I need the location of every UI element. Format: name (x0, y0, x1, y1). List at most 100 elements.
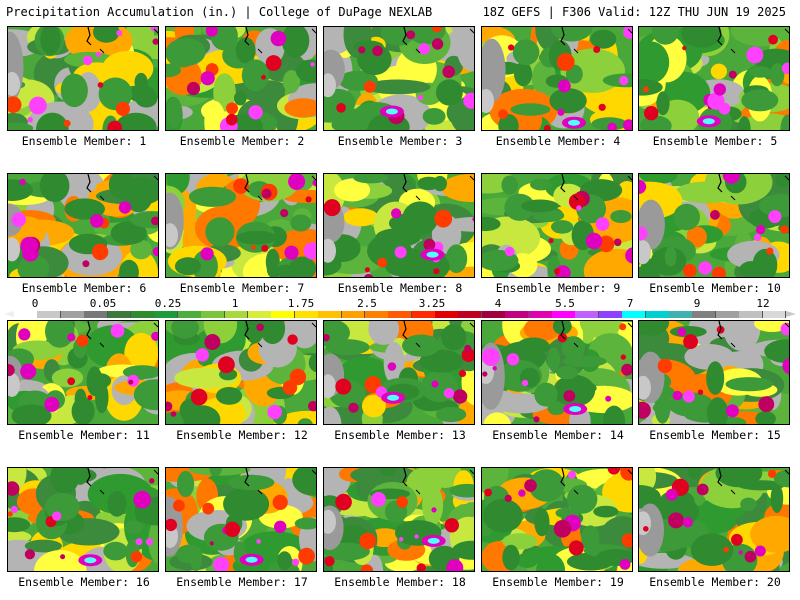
ensemble-panel: Ensemble Member: 6 (7, 173, 159, 298)
panel-caption: Ensemble Member: 19 (492, 575, 624, 589)
colorbar-swatch (341, 311, 366, 318)
panel-caption: Ensemble Member: 1 (21, 134, 147, 148)
ensemble-panel: Ensemble Member: 14 (481, 320, 633, 445)
colorbar-swatch (645, 311, 670, 318)
ensemble-panel: Ensemble Member: 17 (165, 467, 317, 592)
precip-map (165, 320, 317, 425)
colorbar-tick-label: 1.75 (287, 297, 315, 310)
ensemble-panel: Ensemble Member: 4 (481, 26, 633, 151)
colorbar-swatch (598, 311, 623, 318)
colorbar-swatch (411, 311, 436, 318)
colorbar-swatch (107, 311, 132, 318)
colorbar: 0 0.05 0.25 1 1.75 2.5 3.25 4 5.5 7 9 12 (0, 296, 800, 320)
colorbar-tick-label: 1 (231, 297, 239, 310)
colorbar-swatch (575, 311, 600, 318)
panel-caption: Ensemble Member: 17 (176, 575, 308, 589)
colorbar-tick-label: 12 (756, 297, 770, 310)
colorbar-tick-label: 4 (494, 297, 502, 310)
precip-map (165, 173, 317, 278)
ensemble-panel: Ensemble Member: 3 (323, 26, 475, 151)
colorbar-tick-label: 7 (626, 297, 634, 310)
ensemble-panel: Ensemble Member: 5 (638, 26, 790, 151)
colorbar-swatch (14, 311, 38, 318)
colorbar-swatch (130, 311, 155, 318)
precip-map (481, 467, 633, 572)
precip-map (638, 26, 790, 131)
panel-caption: Ensemble Member: 7 (179, 281, 305, 295)
panel-caption: Ensemble Member: 2 (179, 134, 305, 148)
colorbar-swatch (692, 311, 717, 318)
panel-caption: Ensemble Member: 13 (334, 428, 466, 442)
precip-map (323, 26, 475, 131)
ensemble-panel: Ensemble Member: 16 (7, 467, 159, 592)
colorbar-left-arrow (4, 311, 14, 317)
ensemble-panel: Ensemble Member: 18 (323, 467, 475, 592)
panel-caption: Ensemble Member: 10 (649, 281, 781, 295)
precip-map (638, 467, 790, 572)
colorbar-tick-label: 3.25 (418, 297, 446, 310)
header-title: Precipitation Accumulation (in.) | Colle… (6, 5, 433, 19)
precip-map (323, 173, 475, 278)
precip-map (638, 320, 790, 425)
ensemble-panel: Ensemble Member: 12 (165, 320, 317, 445)
ensemble-panel: Ensemble Member: 8 (323, 173, 475, 298)
panel-caption: Ensemble Member: 8 (337, 281, 463, 295)
colorbar-swatch (435, 311, 459, 318)
colorbar-swatch (271, 311, 296, 318)
colorbar-swatch (37, 311, 62, 318)
colorbar-right-arrow (786, 311, 796, 317)
colorbar-swatch (60, 311, 85, 318)
colorbar-tick-label: 0.05 (89, 297, 117, 310)
colorbar-swatch (201, 311, 226, 318)
colorbar-swatch (154, 311, 179, 318)
panel-caption: Ensemble Member: 20 (649, 575, 781, 589)
ensemble-panel: Ensemble Member: 19 (481, 467, 633, 592)
panel-caption: Ensemble Member: 12 (176, 428, 308, 442)
colorbar-swatch (224, 311, 249, 318)
colorbar-swatch (458, 311, 483, 318)
precip-map (481, 173, 633, 278)
precip-map (165, 467, 317, 572)
precip-map (7, 320, 159, 425)
ensemble-panel: Ensemble Member: 15 (638, 320, 790, 445)
precip-map (165, 26, 317, 131)
ensemble-panel: Ensemble Member: 11 (7, 320, 159, 445)
ensemble-panel: Ensemble Member: 1 (7, 26, 159, 151)
ensemble-panel: Ensemble Member: 20 (638, 467, 790, 592)
colorbar-swatch (388, 311, 413, 318)
precip-map (7, 173, 159, 278)
panel-caption: Ensemble Member: 14 (492, 428, 624, 442)
precip-map (323, 467, 475, 572)
colorbar-tick-label: 2.5 (357, 297, 377, 310)
colorbar-swatch (177, 311, 202, 318)
colorbar-tick-label: 5.5 (555, 297, 575, 310)
colorbar-swatch (84, 311, 109, 318)
colorbar-swatch (739, 311, 764, 318)
panel-caption: Ensemble Member: 15 (649, 428, 781, 442)
colorbar-swatch (247, 311, 272, 318)
panel-caption: Ensemble Member: 6 (21, 281, 147, 295)
precip-map (7, 467, 159, 572)
panel-caption: Ensemble Member: 18 (334, 575, 466, 589)
panel-caption: Ensemble Member: 16 (18, 575, 150, 589)
ensemble-panel: Ensemble Member: 10 (638, 173, 790, 298)
colorbar-swatch (528, 311, 553, 318)
colorbar-tick-label: 0.25 (154, 297, 182, 310)
colorbar-tick-label: 0 (31, 297, 39, 310)
header-valid-time: 18Z GEFS | F306 Valid: 12Z THU JUN 19 20… (482, 5, 786, 19)
colorbar-swatch (762, 311, 787, 318)
colorbar-swatch (318, 311, 342, 318)
colorbar-swatch (481, 311, 506, 318)
colorbar-swatch (622, 311, 647, 318)
precip-map (481, 26, 633, 131)
colorbar-tick-label: 9 (693, 297, 701, 310)
colorbar-strip (14, 311, 787, 318)
ensemble-panel: Ensemble Member: 13 (323, 320, 475, 445)
colorbar-swatch (364, 311, 389, 318)
panel-caption: Ensemble Member: 3 (337, 134, 463, 148)
precip-map (481, 320, 633, 425)
colorbar-swatch (669, 311, 693, 318)
colorbar-swatch (505, 311, 530, 318)
colorbar-swatch (715, 311, 740, 318)
precip-map (323, 320, 475, 425)
